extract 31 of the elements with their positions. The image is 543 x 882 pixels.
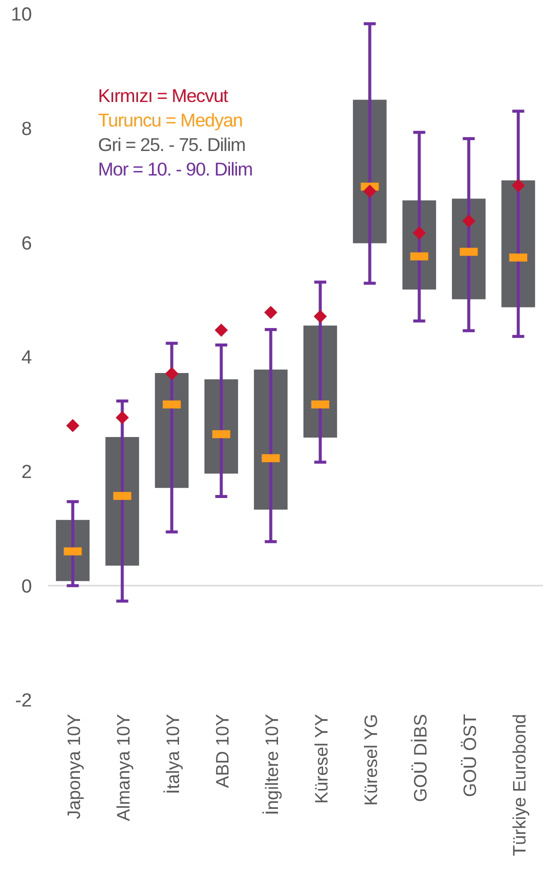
point	[116, 411, 129, 424]
x-tick-label: Küresel YY	[311, 714, 332, 804]
x-tick-label: Japonya 10Y	[64, 714, 84, 820]
annotation: Gri = 25. - 75. Dilim	[98, 134, 246, 155]
point	[214, 324, 228, 337]
y-tick-label: -2	[15, 690, 32, 712]
point	[165, 367, 178, 380]
x-tick-label: Almanya 10Y	[113, 714, 134, 822]
y-tick-label: 6	[21, 233, 32, 254]
point	[412, 226, 426, 240]
point	[264, 306, 278, 319]
y-tick-label: 8	[21, 118, 32, 140]
x-tick-label: Türkiye Eurobond	[509, 714, 530, 856]
x-tick-label: GOÜ ÖST	[460, 714, 480, 798]
annotation: Mor = 10. - 90. Dilim	[98, 158, 253, 180]
point	[314, 310, 327, 323]
y-tick-label: 10	[10, 4, 32, 26]
x-tick-label: GOÜ DİBS	[410, 714, 430, 802]
annotation: Kırmızı = Mecvut	[98, 85, 228, 106]
x-tick-label: İngiltere 10Y	[262, 714, 282, 816]
x-tick-label: Küresel YG	[360, 714, 381, 806]
y-tick-label: 0	[21, 576, 32, 598]
annotation: Turuncu = Medyan	[98, 110, 243, 130]
point	[462, 214, 476, 228]
point	[363, 184, 376, 198]
x-tick-label: İtalya 10Y	[162, 714, 183, 794]
point	[66, 419, 80, 432]
y-tick-label: 2	[21, 462, 32, 483]
y-tick-label: 4	[21, 348, 32, 369]
point	[512, 178, 525, 192]
x-tick-label: ABD 10Y	[212, 714, 232, 788]
